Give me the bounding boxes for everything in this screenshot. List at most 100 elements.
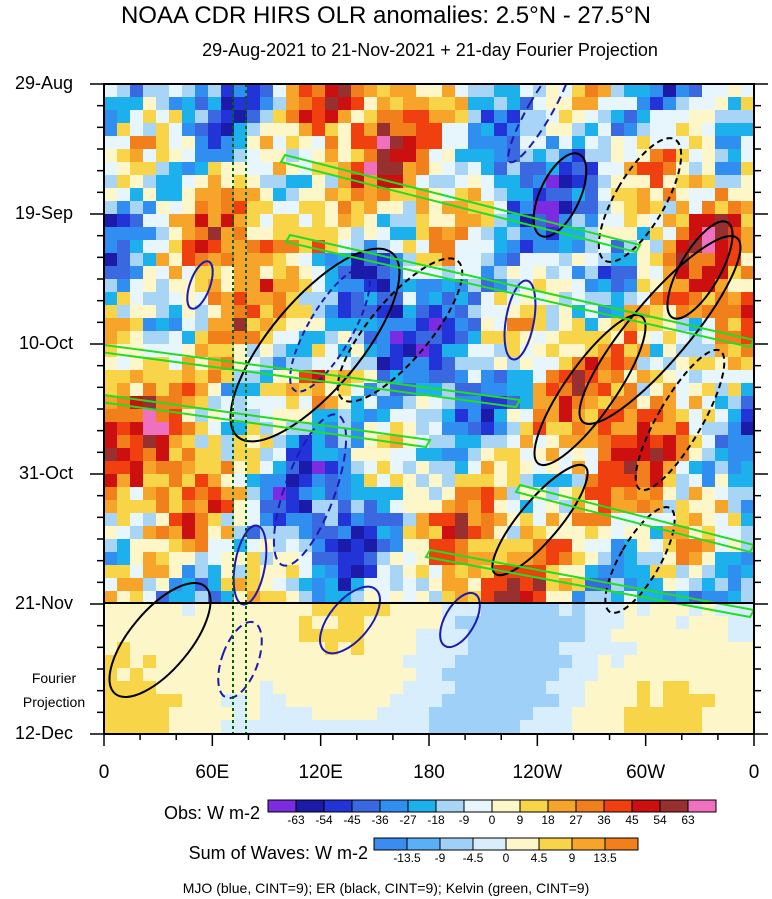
- heatmap-cell: [260, 149, 274, 163]
- heatmap-cell: [624, 331, 638, 345]
- projection-cell: [624, 707, 638, 721]
- heatmap-cell: [208, 474, 222, 488]
- heatmap-cell: [585, 396, 599, 410]
- heatmap-cell: [195, 227, 209, 241]
- heatmap-cell: [442, 357, 456, 371]
- heatmap-cell: [247, 227, 261, 241]
- heatmap-cell: [117, 149, 131, 163]
- heatmap-cell: [624, 110, 638, 124]
- heatmap-cell: [715, 357, 729, 371]
- projection-cell: [689, 707, 703, 721]
- wave-contour: [533, 313, 647, 467]
- heatmap-cell: [117, 578, 131, 592]
- projection-cell: [650, 720, 664, 734]
- heatmap-cell: [286, 474, 300, 488]
- heatmap-cell: [338, 110, 352, 124]
- projection-cell: [299, 616, 313, 630]
- colorbar-swatch: [575, 799, 605, 813]
- heatmap-cell: [169, 227, 183, 241]
- heatmap-cell: [520, 318, 534, 332]
- heatmap-cell: [455, 357, 469, 371]
- heatmap-cell: [390, 578, 404, 592]
- heatmap-cell: [182, 409, 196, 423]
- heatmap-cell: [455, 162, 469, 176]
- heatmap-cell: [715, 318, 729, 332]
- heatmap-cell: [455, 526, 469, 540]
- projection-cell: [234, 616, 248, 630]
- projection-cell: [637, 681, 651, 695]
- heatmap-cell: [702, 136, 716, 150]
- heatmap-cell: [364, 266, 378, 280]
- projection-cell: [702, 629, 716, 643]
- heatmap-cell: [338, 578, 352, 592]
- heatmap-cell: [299, 578, 313, 592]
- heatmap-cell: [637, 266, 651, 280]
- projection-cell: [663, 616, 677, 630]
- heatmap-cell: [221, 136, 235, 150]
- projection-cell: [494, 707, 508, 721]
- heatmap-cell: [169, 97, 183, 111]
- projection-cell: [533, 603, 547, 617]
- heatmap-cell: [442, 409, 456, 423]
- heatmap-cell: [195, 513, 209, 527]
- heatmap-cell: [104, 565, 118, 579]
- projection-cell: [559, 642, 573, 656]
- heatmap-cell: [169, 318, 183, 332]
- heatmap-cell: [130, 305, 144, 319]
- heatmap-cell: [104, 448, 118, 462]
- heatmap-cell: [338, 214, 352, 228]
- projection-cell: [546, 616, 560, 630]
- projection-cell: [598, 629, 612, 643]
- heatmap-cell: [351, 591, 365, 605]
- heatmap-cell: [741, 526, 754, 540]
- projection-cell: [455, 642, 469, 656]
- heatmap-cell: [403, 97, 417, 111]
- projection-cell: [390, 616, 404, 630]
- projection-cell: [715, 720, 729, 734]
- projection-cell: [689, 655, 703, 669]
- heatmap-cell: [533, 123, 547, 137]
- projection-cell: [338, 733, 352, 734]
- heatmap-cell: [533, 591, 547, 605]
- heatmap-cell: [312, 591, 326, 605]
- heatmap-cell: [741, 175, 754, 189]
- projection-cell: [377, 655, 391, 669]
- chart-title: NOAA CDR HIRS OLR anomalies: 2.5°N - 27.…: [120, 2, 652, 29]
- heatmap-cell: [637, 253, 651, 267]
- projection-cell: [689, 642, 703, 656]
- heatmap-cell: [208, 539, 222, 553]
- heatmap-cell: [598, 318, 612, 332]
- heatmap-cell: [598, 409, 612, 423]
- heatmap-cell: [624, 565, 638, 579]
- heatmap-cell: [572, 526, 586, 540]
- heatmap-cell: [312, 539, 326, 553]
- heatmap-cell: [273, 227, 287, 241]
- projection-cell: [377, 681, 391, 695]
- heatmap-cell: [156, 214, 170, 228]
- projection-cell: [377, 642, 391, 656]
- heatmap-cell: [689, 383, 703, 397]
- heatmap-cell: [728, 318, 742, 332]
- heatmap-cell: [494, 409, 508, 423]
- heatmap-cell: [273, 136, 287, 150]
- heatmap-cell: [156, 370, 170, 384]
- heatmap-cell: [520, 292, 534, 306]
- heatmap-cell: [663, 383, 677, 397]
- heatmap-cell: [442, 123, 456, 137]
- heatmap-cell: [598, 552, 612, 566]
- heatmap-cell: [143, 422, 157, 436]
- heatmap-cell: [377, 526, 391, 540]
- heatmap-cell: [351, 409, 365, 423]
- heatmap-cell: [533, 383, 547, 397]
- heatmap-cell: [689, 474, 703, 488]
- heatmap-cell: [507, 331, 521, 345]
- heatmap-cell: [676, 227, 690, 241]
- heatmap-cell: [442, 435, 456, 449]
- projection-cell: [663, 694, 677, 708]
- projection-cell: [260, 720, 274, 734]
- heatmap-cell: [715, 396, 729, 410]
- heatmap-cell: [507, 435, 521, 449]
- projection-cell: [507, 642, 521, 656]
- heatmap-cell: [221, 240, 235, 254]
- heatmap-cell: [338, 279, 352, 293]
